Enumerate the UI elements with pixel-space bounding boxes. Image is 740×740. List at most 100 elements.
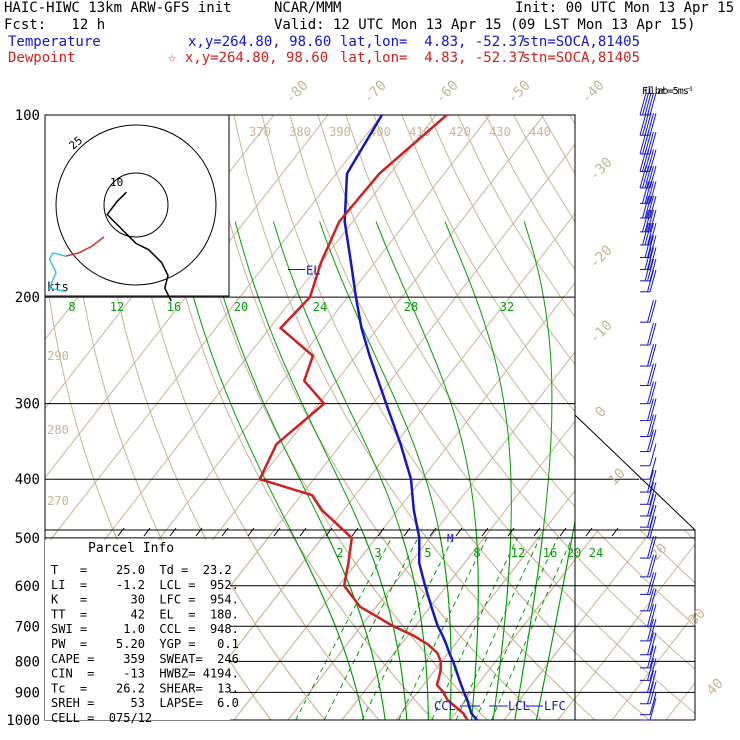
wind-barb-flag — [647, 670, 654, 693]
theta-label: 270 — [47, 494, 69, 508]
wind-barb-flag — [647, 681, 654, 704]
moist-adiabat-label: 20 — [234, 300, 248, 314]
pressure-tick-label: 1000 — [6, 713, 40, 729]
wind-barb-flag — [647, 493, 654, 517]
parcel-info-row: SWI = 1.0 CCL = 948. — [51, 622, 239, 636]
wind-barb-flag — [649, 572, 657, 595]
wind-barb-flag — [647, 505, 654, 528]
theta-label: 420 — [449, 125, 471, 139]
dewpoint-line — [258, 114, 469, 721]
wind-barb-flag — [642, 131, 649, 155]
wind-barb-flag — [649, 235, 657, 258]
wind-barb-flag — [642, 209, 649, 232]
wind-barb-flag — [649, 604, 657, 627]
pressure-tick-label: 700 — [15, 619, 40, 635]
dry-adiabat-line — [401, 115, 575, 413]
parcel-info-row: SREH = 53 LAPSE= 6.0 — [51, 696, 239, 710]
pressure-tick-label: 400 — [15, 472, 40, 488]
wind-barb-flag — [639, 92, 647, 116]
wind-barb-flag — [644, 235, 652, 258]
wind-barb-flag — [649, 645, 657, 668]
mixing-ratio-label: 20 — [567, 546, 581, 560]
wind-barb-flag — [647, 269, 654, 292]
moist-adiabat-label: 8 — [68, 300, 75, 314]
isotherm-label: 10 — [606, 466, 629, 489]
wind-barb-flag — [647, 300, 654, 323]
mixing-ratio-label: 3 — [374, 546, 381, 560]
dry-adiabat-line — [513, 115, 575, 223]
mixing-ratio-line — [455, 537, 541, 720]
wind-barb-flag — [647, 181, 654, 204]
mixing-ratio-line — [361, 537, 454, 720]
isotherm-label: -70 — [361, 78, 390, 107]
hodograph-ring — [55, 124, 217, 286]
dry-adiabat-line — [261, 115, 575, 653]
tick-hatch — [481, 527, 489, 537]
wind-barb-flag — [647, 381, 654, 404]
pressure-tick-label: 800 — [15, 654, 40, 670]
wind-barb-flag — [647, 469, 654, 493]
wind-barb-flag — [647, 235, 654, 258]
moist-adiabat-label: 24 — [313, 300, 327, 314]
dry-adiabat-line — [569, 115, 575, 125]
parcel-info-row: TT = 42 EL = 180. — [51, 607, 239, 621]
mixing-ratio-line — [295, 537, 392, 720]
parcel-info-row: LI = -1.2 LCL = 952. — [51, 578, 239, 592]
wind-barb-flag — [642, 165, 649, 189]
pressure-tick-label: 500 — [15, 531, 40, 547]
wind-barb-flag — [649, 381, 657, 404]
dry-adiabat-line — [551, 530, 695, 670]
isotherm-line — [287, 351, 575, 720]
parcel-info-row: Tc = 26.2 SHEAR= 13. — [51, 681, 239, 695]
wind-barb-flag — [647, 165, 654, 189]
tick-hatch — [273, 527, 281, 537]
wind-barb-flag — [644, 149, 652, 172]
tick-hatch — [351, 527, 359, 537]
moist-adiabat-line — [438, 530, 452, 720]
mixing-ratio-label: 5 — [424, 546, 431, 560]
tick-hatch — [143, 527, 151, 537]
wind-barb-flag — [647, 658, 654, 681]
wind-barb-flag — [649, 670, 657, 693]
isotherm-line — [45, 115, 383, 548]
wind-barb-flag — [642, 92, 649, 116]
wind-barb-flag — [647, 429, 654, 452]
moist-adiabat-line — [514, 221, 553, 720]
mixing-ratio-line — [491, 537, 573, 720]
wind-barb-flag — [649, 554, 657, 578]
hodograph-box — [44, 114, 230, 297]
pressure-tick-label: 600 — [15, 579, 40, 595]
valid-time: Valid: 12 UTC Mon 13 Apr 15 (09 LST Mon … — [274, 17, 696, 33]
hodograph-trace-low — [65, 236, 105, 257]
mixing-ratio-label: 16 — [543, 546, 557, 560]
lfc-marker-label: LFC — [544, 699, 566, 713]
dewpoint-xy: ☆ x,y=264.80, 98.60 — [168, 50, 329, 66]
dry-adiabat-line — [288, 530, 434, 720]
dry-adiabat-line — [373, 115, 575, 460]
wind-barb-flag — [639, 149, 647, 172]
wind-barb-flag — [639, 131, 647, 155]
isotherm-label: -50 — [505, 78, 534, 107]
wind-barb-flag — [649, 363, 657, 386]
wind-barb-flag — [649, 398, 657, 421]
moist-adiabat-line — [319, 221, 452, 720]
wind-barb-flag — [649, 113, 657, 136]
isotherm-line — [45, 115, 329, 479]
temperature-xy: x,y=264.80, 98.60 — [188, 34, 332, 50]
parcel-info-box — [45, 540, 230, 720]
tick-hatch — [403, 527, 411, 537]
tick-hatch — [221, 527, 229, 537]
model-title: HAIC-HIWC 13km ARW-GFS init — [4, 0, 232, 16]
parcel-info-title: Parcel Info — [88, 541, 174, 556]
wind-barb-flag — [639, 165, 647, 189]
dry-adiabat-line — [598, 115, 740, 733]
moist-adiabat-label: 28 — [404, 300, 418, 314]
wind-barb-flag — [647, 222, 654, 246]
parcel-info-row: T = 25.0 Td = 23.2 — [51, 563, 232, 577]
parcel-info-row: K = 30 LFC = 954. — [51, 593, 239, 607]
ccl-marker-label: CCL — [434, 699, 456, 713]
isotherm-line — [179, 530, 329, 720]
wind-barb-flag — [642, 149, 649, 172]
theta-label: 430 — [489, 125, 511, 139]
